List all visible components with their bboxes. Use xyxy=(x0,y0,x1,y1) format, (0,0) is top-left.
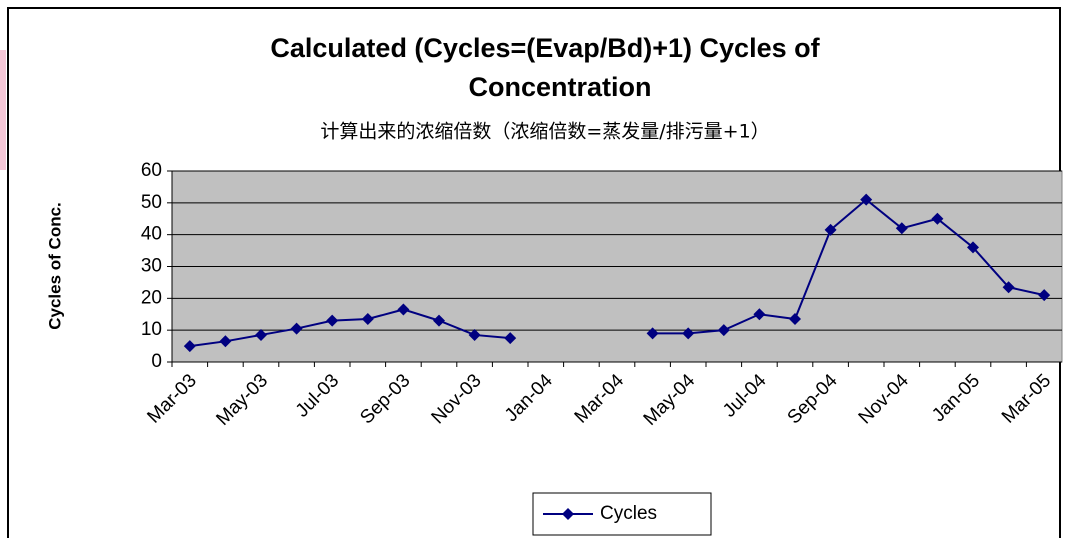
y-tick-label: 10 xyxy=(141,319,162,340)
data-point xyxy=(504,332,517,345)
legend-marker xyxy=(562,508,574,520)
data-point xyxy=(967,241,979,254)
y-tick-label: 40 xyxy=(141,224,162,245)
data-point xyxy=(326,314,339,327)
data-point xyxy=(682,327,695,340)
y-tick-label: 20 xyxy=(141,287,162,308)
data-point xyxy=(860,193,873,206)
y-tick-label: 50 xyxy=(141,192,162,213)
legend-label: Cycles xyxy=(600,503,657,524)
data-point xyxy=(895,222,908,235)
series-line xyxy=(189,198,1045,348)
decoration xyxy=(0,50,6,170)
y-tick-label: 30 xyxy=(141,256,162,277)
y-axis-label: Cycles of Conc. xyxy=(45,202,64,330)
data-point xyxy=(183,340,196,353)
data-point xyxy=(1002,281,1015,294)
data-point xyxy=(290,322,303,335)
data-point xyxy=(717,324,730,337)
legend: Cycles xyxy=(532,492,712,536)
chart-title: Calculated (Cycles=(Evap/Bd)+1) Cycles o… xyxy=(270,33,820,63)
chart-subtitle: 计算出来的浓缩倍数（浓缩倍数=蒸发量/排污量+1） xyxy=(320,121,769,143)
data-point xyxy=(1038,289,1051,302)
data-point xyxy=(824,223,837,236)
data-point xyxy=(646,327,659,340)
data-point xyxy=(789,313,801,326)
data-point xyxy=(219,335,232,348)
data-point xyxy=(255,328,267,341)
data-point xyxy=(468,328,481,341)
y-tick-label: 0 xyxy=(151,351,162,372)
chart-title: Concentration xyxy=(468,72,651,102)
data-point xyxy=(931,212,944,225)
data-point xyxy=(433,314,445,327)
y-tick-label: 60 xyxy=(141,160,162,181)
data-point xyxy=(397,303,410,316)
data-point xyxy=(753,308,766,321)
data-point xyxy=(361,313,374,326)
